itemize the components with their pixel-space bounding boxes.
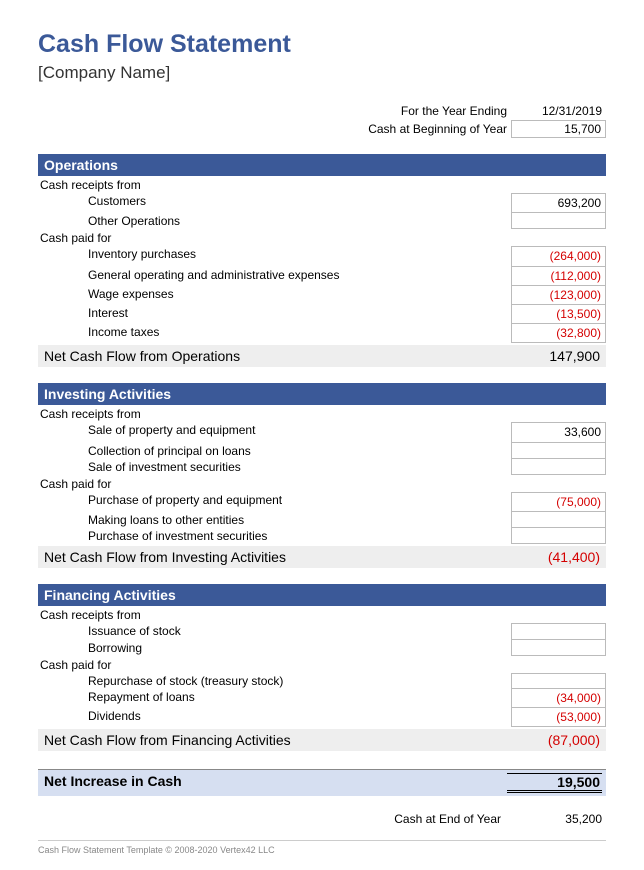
net-value: (87,000)	[507, 732, 602, 748]
line-label: Sale of investment securities	[38, 459, 511, 475]
net-value: 147,900	[507, 348, 602, 364]
line-input[interactable]: (53,000)	[511, 708, 606, 727]
net-label: Net Cash Flow from Financing Activities	[44, 732, 507, 748]
financing-receipts-label: Cash receipts from	[38, 606, 606, 623]
year-ending-value: 12/31/2019	[511, 103, 606, 119]
line-input[interactable]	[511, 512, 606, 528]
company-name: [Company Name]	[38, 63, 606, 83]
line-label: General operating and administrative exp…	[38, 267, 511, 286]
end-cash-label: Cash at End of Year	[394, 812, 511, 826]
begin-cash-label: Cash at Beginning of Year	[368, 122, 511, 136]
net-label: Net Cash Flow from Operations	[44, 348, 507, 364]
increase-value: 19,500	[507, 773, 602, 793]
line-input[interactable]	[511, 443, 606, 459]
line-label: Collection of principal on loans	[38, 443, 511, 459]
line-label: Purchase of investment securities	[38, 528, 511, 544]
net-label: Net Cash Flow from Investing Activities	[44, 549, 507, 565]
net-increase-row: Net Increase in Cash 19,500	[38, 769, 606, 796]
line-input[interactable]	[511, 459, 606, 475]
operations-paid-label: Cash paid for	[38, 229, 606, 246]
line-label: Customers	[38, 193, 511, 213]
line-input[interactable]: (34,000)	[511, 689, 606, 708]
line-label: Interest	[38, 305, 511, 324]
line-input[interactable]: (75,000)	[511, 492, 606, 512]
operations-net-row: Net Cash Flow from Operations 147,900	[38, 345, 606, 367]
line-input[interactable]: 693,200	[511, 193, 606, 213]
line-label: Wage expenses	[38, 286, 511, 305]
end-cash-value: 35,200	[511, 812, 606, 826]
line-input[interactable]: 33,600	[511, 422, 606, 442]
increase-label: Net Increase in Cash	[44, 773, 507, 793]
line-input[interactable]	[511, 528, 606, 544]
line-label: Borrowing	[38, 640, 511, 656]
line-input[interactable]	[511, 640, 606, 656]
investing-receipts-label: Cash receipts from	[38, 405, 606, 422]
line-input[interactable]: (264,000)	[511, 246, 606, 266]
line-label: Other Operations	[38, 213, 511, 229]
investing-paid-label: Cash paid for	[38, 475, 606, 492]
section-investing-header: Investing Activities	[38, 383, 606, 405]
line-input[interactable]	[511, 213, 606, 229]
line-input[interactable]	[511, 673, 606, 689]
line-label: Issuance of stock	[38, 623, 511, 639]
line-label: Repurchase of stock (treasury stock)	[38, 673, 511, 689]
section-operations-header: Operations	[38, 154, 606, 176]
line-input[interactable]: (13,500)	[511, 305, 606, 324]
line-label: Inventory purchases	[38, 246, 511, 266]
begin-cash-input[interactable]: 15,700	[511, 120, 606, 138]
line-label: Making loans to other entities	[38, 512, 511, 528]
financing-net-row: Net Cash Flow from Financing Activities …	[38, 729, 606, 751]
year-ending-label: For the Year Ending	[401, 104, 511, 118]
line-input[interactable]: (32,800)	[511, 324, 606, 343]
line-label: Repayment of loans	[38, 689, 511, 708]
footer-text: Cash Flow Statement Template © 2008-2020…	[38, 840, 606, 855]
line-label: Income taxes	[38, 324, 511, 343]
operations-receipts-label: Cash receipts from	[38, 176, 606, 193]
line-label: Sale of property and equipment	[38, 422, 511, 442]
line-input[interactable]: (112,000)	[511, 267, 606, 286]
line-label: Purchase of property and equipment	[38, 492, 511, 512]
net-value: (41,400)	[507, 549, 602, 565]
section-financing-header: Financing Activities	[38, 584, 606, 606]
financing-paid-label: Cash paid for	[38, 656, 606, 673]
investing-net-row: Net Cash Flow from Investing Activities …	[38, 546, 606, 568]
line-input[interactable]	[511, 623, 606, 639]
page-title: Cash Flow Statement	[38, 30, 606, 59]
line-input[interactable]: (123,000)	[511, 286, 606, 305]
line-label: Dividends	[38, 708, 511, 727]
